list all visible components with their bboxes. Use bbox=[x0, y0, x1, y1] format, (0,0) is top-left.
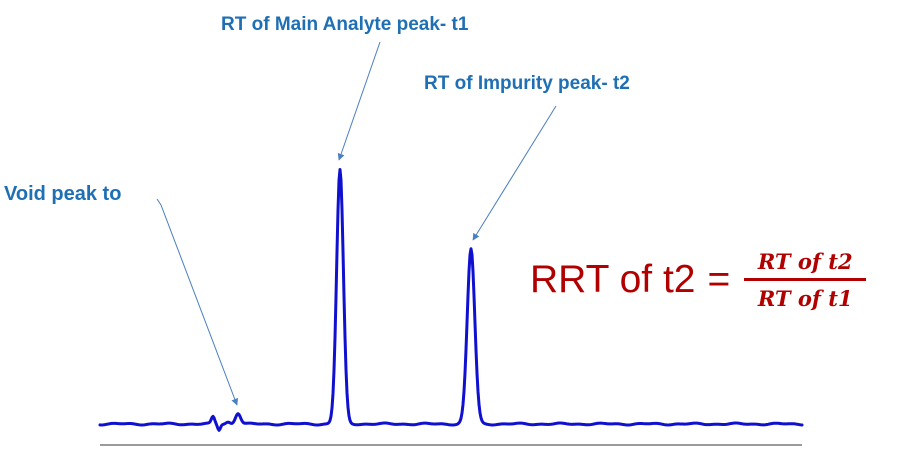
formula-numerator: RT of t2 bbox=[757, 249, 853, 274]
formula-denominator: RT of t1 bbox=[757, 286, 853, 311]
main-peak-arrow bbox=[337, 41, 381, 161]
fraction-bar bbox=[744, 278, 867, 281]
formula-fraction: RT of t2 RT of t1 bbox=[744, 249, 867, 311]
main-peak-label: RT of Main Analyte peak- t1 bbox=[221, 14, 469, 35]
formula-lhs: RRT of t2 bbox=[530, 258, 696, 301]
void-peak-arrow bbox=[156, 198, 239, 406]
void-peak-label: Void peak to bbox=[4, 183, 122, 205]
formula-equals: = bbox=[707, 258, 731, 301]
rrt-formula: RRT of t2 = RT of t2 RT of t1 bbox=[530, 240, 867, 320]
impurity-peak-arrow bbox=[472, 105, 557, 241]
impurity-peak-label: RT of Impurity peak- t2 bbox=[424, 73, 630, 94]
chromatogram-trace bbox=[98, 168, 804, 432]
